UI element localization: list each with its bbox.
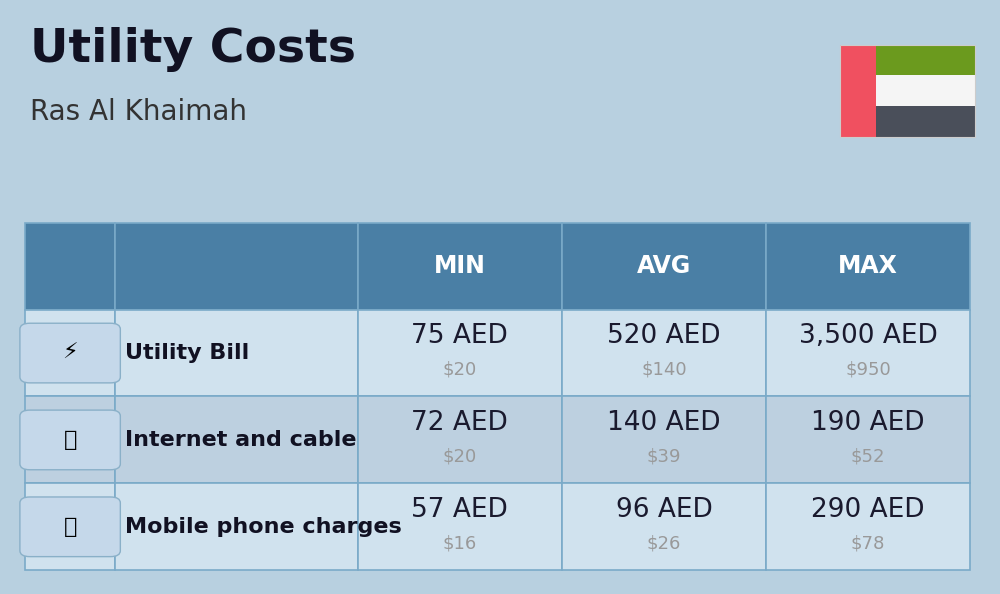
Text: $26: $26 [647, 535, 681, 552]
FancyBboxPatch shape [766, 223, 970, 309]
FancyBboxPatch shape [562, 223, 766, 309]
Text: 520 AED: 520 AED [607, 323, 721, 349]
FancyBboxPatch shape [358, 309, 562, 397]
FancyBboxPatch shape [20, 497, 120, 557]
Text: $78: $78 [851, 535, 885, 552]
FancyBboxPatch shape [766, 309, 970, 397]
FancyBboxPatch shape [876, 45, 975, 75]
FancyBboxPatch shape [20, 323, 120, 383]
FancyBboxPatch shape [562, 397, 766, 484]
Text: 57 AED: 57 AED [411, 497, 508, 523]
Text: Mobile phone charges: Mobile phone charges [125, 517, 402, 537]
FancyBboxPatch shape [766, 484, 970, 570]
Text: Ras Al Khaimah: Ras Al Khaimah [30, 98, 247, 126]
FancyBboxPatch shape [876, 106, 975, 137]
Text: Utility Bill: Utility Bill [125, 343, 250, 363]
Text: Utility Costs: Utility Costs [30, 27, 356, 72]
Text: 75 AED: 75 AED [411, 323, 508, 349]
Text: MAX: MAX [838, 254, 898, 278]
FancyBboxPatch shape [25, 309, 115, 397]
FancyBboxPatch shape [562, 309, 766, 397]
Text: $20: $20 [442, 447, 477, 466]
FancyBboxPatch shape [115, 309, 358, 397]
FancyBboxPatch shape [20, 410, 120, 470]
Text: $39: $39 [647, 447, 681, 466]
Text: AVG: AVG [637, 254, 691, 278]
FancyBboxPatch shape [840, 45, 876, 137]
FancyBboxPatch shape [25, 223, 115, 309]
Text: Internet and cable: Internet and cable [125, 430, 357, 450]
Text: 3,500 AED: 3,500 AED [799, 323, 938, 349]
Text: 96 AED: 96 AED [616, 497, 712, 523]
FancyBboxPatch shape [115, 397, 358, 484]
FancyBboxPatch shape [766, 397, 970, 484]
Text: $950: $950 [845, 361, 891, 379]
Text: $52: $52 [851, 447, 885, 466]
Text: 190 AED: 190 AED [811, 410, 925, 437]
FancyBboxPatch shape [358, 397, 562, 484]
Text: 〰: 〰 [63, 430, 77, 450]
FancyBboxPatch shape [562, 484, 766, 570]
FancyBboxPatch shape [115, 484, 358, 570]
Text: $140: $140 [641, 361, 687, 379]
FancyBboxPatch shape [358, 223, 562, 309]
Text: 72 AED: 72 AED [411, 410, 508, 437]
Text: 290 AED: 290 AED [811, 497, 925, 523]
FancyBboxPatch shape [115, 223, 358, 309]
Text: MIN: MIN [434, 254, 486, 278]
Text: $16: $16 [442, 535, 477, 552]
Text: ⚡: ⚡ [62, 343, 78, 363]
FancyBboxPatch shape [876, 75, 975, 106]
FancyBboxPatch shape [25, 397, 115, 484]
FancyBboxPatch shape [25, 484, 115, 570]
Text: 140 AED: 140 AED [607, 410, 721, 437]
Text: $20: $20 [442, 361, 477, 379]
Text: 📱: 📱 [63, 517, 77, 537]
FancyBboxPatch shape [358, 484, 562, 570]
